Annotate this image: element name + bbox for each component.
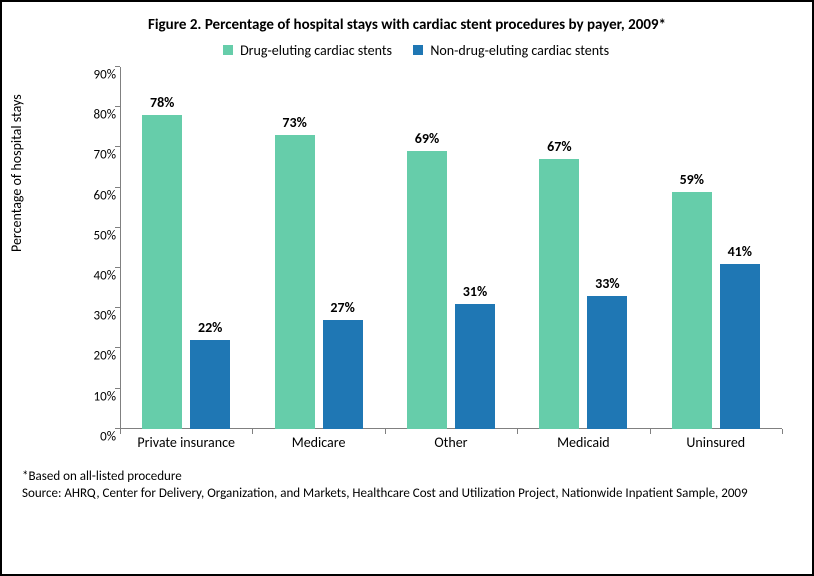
chart-title: Figure 2. Percentage of hospital stays w… [62, 16, 752, 35]
bar-label-drug: 73% [265, 114, 325, 131]
bar-nondrug [190, 340, 230, 428]
x-category-label: Medicaid [517, 434, 649, 451]
plot-region: 0%10%20%30%40%50%60%70%80%90%78%22%Priva… [120, 67, 782, 429]
bar-label-drug: 69% [397, 130, 457, 147]
y-tick-label: 10% [76, 389, 116, 404]
bar-group: 69%31%Other [385, 67, 517, 429]
legend-label-nondrug: Non-drug-eluting cardiac stents [430, 42, 609, 59]
chart-legend: Drug-eluting cardiac stents Non-drug-elu… [22, 41, 792, 59]
y-tick-label: 20% [76, 349, 116, 364]
bar-label-nondrug: 27% [313, 299, 373, 316]
x-tick-mark [120, 429, 121, 434]
x-category-label: Uninsured [650, 434, 782, 451]
bar-drug [407, 151, 447, 429]
footnote-line-1: *Based on all-listed procedure [22, 469, 792, 486]
bar-group: 73%27%Medicare [252, 67, 384, 429]
bar-label-nondrug: 33% [577, 275, 637, 292]
bar-label-drug: 78% [132, 94, 192, 111]
x-category-label: Medicare [252, 434, 384, 451]
bar-label-nondrug: 22% [180, 319, 240, 336]
footnote-line-2: Source: AHRQ, Center for Delivery, Organ… [22, 486, 792, 503]
y-tick-label: 70% [76, 148, 116, 163]
bar-group: 67%33%Medicaid [517, 67, 649, 429]
y-tick-label: 60% [76, 188, 116, 203]
y-tick-label: 40% [76, 269, 116, 284]
y-tick-label: 80% [76, 108, 116, 123]
bar-nondrug [720, 264, 760, 429]
bar-label-nondrug: 41% [710, 243, 770, 260]
x-category-label: Other [385, 434, 517, 451]
y-tick-label: 50% [76, 228, 116, 243]
bar-drug [142, 115, 182, 429]
bar-group: 78%22%Private insurance [120, 67, 252, 429]
bar-label-drug: 59% [662, 171, 722, 188]
chart-frame: Figure 2. Percentage of hospital stays w… [0, 0, 814, 576]
y-axis-label: Percentage of hospital stays [8, 94, 25, 252]
bar-nondrug [455, 304, 495, 429]
bar-nondrug [587, 296, 627, 429]
bar-nondrug [323, 320, 363, 429]
y-tick-label: 30% [76, 309, 116, 324]
bar-drug [672, 192, 712, 429]
x-tick-mark [782, 429, 783, 434]
y-tick-label: 0% [76, 429, 116, 444]
bar-drug [275, 135, 315, 429]
legend-label-drug: Drug-eluting cardiac stents [240, 42, 392, 59]
chart-footnote: *Based on all-listed procedure Source: A… [22, 469, 792, 503]
bar-drug [539, 159, 579, 428]
bar-group: 59%41%Uninsured [650, 67, 782, 429]
legend-swatch-drug [223, 45, 233, 55]
legend-swatch-nondrug [413, 45, 423, 55]
y-tick-label: 90% [76, 67, 116, 82]
x-category-label: Private insurance [120, 434, 252, 451]
chart-area: 0% 10% 20% 30% 40% 50% 60% 70% 80% 90% 78% 22% Priva… [72, 67, 782, 457]
bar-label-nondrug: 31% [445, 283, 505, 300]
bar-label-drug: 67% [529, 138, 589, 155]
